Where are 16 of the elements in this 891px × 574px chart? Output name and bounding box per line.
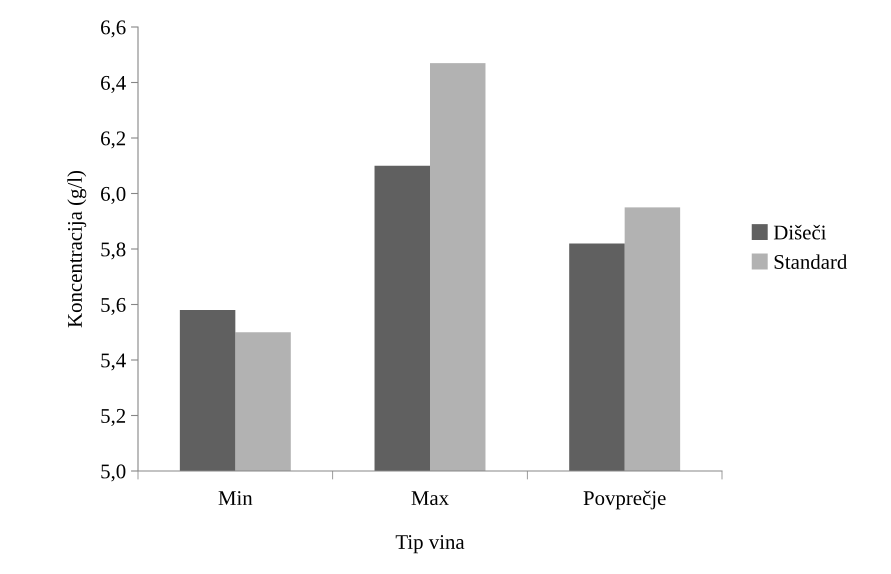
y-tick-label: 6,4: [101, 76, 126, 93]
x-tick-label: Povprečje: [584, 490, 666, 510]
y-axis-title: Koncentracija (g/l): [67, 170, 86, 328]
legend-label: Dišeči: [774, 224, 826, 240]
y-tick-label: 5,0: [101, 464, 126, 482]
y-tick-label: 5,2: [101, 408, 126, 426]
x-axis-title: Tip vina: [396, 535, 464, 554]
y-tick-label: 6,2: [101, 131, 126, 148]
y-tick-label: 5,4: [101, 354, 126, 370]
y-tick-label: 6,0: [101, 186, 126, 204]
y-tick-label: 6,6: [101, 20, 126, 38]
y-tick-label: 5,6: [101, 298, 126, 315]
x-tick-label: Min: [218, 491, 252, 505]
legend-label: Standard: [774, 254, 848, 269]
y-tick-label: 5,8: [101, 242, 126, 260]
x-tick-label: Max: [412, 491, 449, 506]
